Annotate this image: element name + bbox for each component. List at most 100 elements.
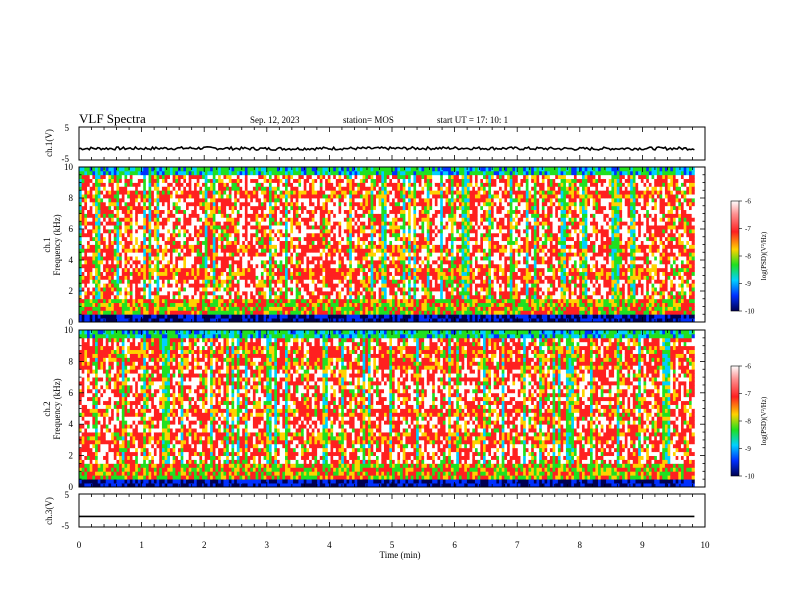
spectrogram-cell xyxy=(111,201,115,207)
spectrogram-cell xyxy=(127,302,131,307)
spectrogram-cell xyxy=(191,244,195,249)
spectrogram-cell xyxy=(260,283,265,288)
spectrogram-cell xyxy=(194,174,198,180)
spectrogram-cell xyxy=(268,318,273,323)
spectrogram-cell xyxy=(124,229,128,234)
spectrogram-cell xyxy=(84,178,88,183)
spectrogram-cell xyxy=(392,306,396,311)
spectrogram-cell xyxy=(290,279,294,284)
spectrogram-cell xyxy=(156,298,160,304)
spectrogram-cell xyxy=(263,310,267,315)
spectrogram-cell xyxy=(351,267,355,273)
spectrogram-cell xyxy=(215,279,219,284)
spectrogram-cell xyxy=(159,283,163,288)
spectrogram-cell xyxy=(207,182,211,187)
spectrogram-cell xyxy=(306,287,310,292)
spectrogram-cell xyxy=(87,217,91,222)
spectrogram-cell xyxy=(392,314,396,319)
spectrogram-cell xyxy=(103,186,107,191)
spectrogram-cell xyxy=(151,260,155,265)
spectrogram-cell xyxy=(402,225,406,230)
spectrogram-cell xyxy=(210,260,214,265)
spectrogram-cell xyxy=(263,174,267,180)
spectrogram-cell xyxy=(309,244,313,249)
spectrogram-cell xyxy=(346,244,350,249)
spectrogram-cell xyxy=(161,318,166,323)
spectrogram-cell xyxy=(92,170,96,176)
spectrogram-cell xyxy=(180,248,184,253)
spectrogram-cell xyxy=(175,236,179,242)
spectrogram-cell xyxy=(186,198,190,203)
spectrogram-cell xyxy=(84,240,88,245)
spectrogram-cell xyxy=(116,174,120,180)
spectrogram-cell xyxy=(188,205,192,211)
spectrogram-cell xyxy=(194,275,198,280)
spectrogram-cell xyxy=(389,318,393,323)
spectrogram-cell xyxy=(314,244,318,249)
spectrogram-cell xyxy=(351,213,355,218)
spectrogram-cell xyxy=(89,267,93,273)
spectrogram-cell xyxy=(322,221,326,226)
spectrogram-cell xyxy=(397,201,401,207)
spectrogram-cell xyxy=(145,213,149,218)
spectrogram-cell xyxy=(287,248,291,253)
spectrogram-cell xyxy=(223,318,227,323)
spectrogram-cell xyxy=(402,275,406,280)
spectrogram-cell xyxy=(317,209,321,214)
spectrogram-cell xyxy=(373,294,377,300)
spectrogram-cell xyxy=(220,190,224,195)
spectrogram-cell xyxy=(223,263,227,269)
spectrogram-cell xyxy=(394,186,398,191)
spectrogram-cell xyxy=(389,182,393,187)
spectrogram-cell xyxy=(100,318,104,323)
spectrogram-cell xyxy=(196,190,200,195)
spectrogram-cell xyxy=(394,248,398,253)
spectrogram-cell xyxy=(215,178,219,183)
spectrogram-cell xyxy=(105,306,109,311)
spectrogram-cell xyxy=(210,229,214,234)
spectrogram-cell xyxy=(204,294,208,300)
spectrogram-cell xyxy=(223,201,227,207)
spectrogram-cell xyxy=(137,302,141,307)
spectrogram-cell xyxy=(349,186,353,191)
spectrogram-cell xyxy=(359,174,363,180)
spectrogram-cell xyxy=(143,267,147,273)
spectrogram-cell xyxy=(293,306,297,311)
spectrogram-cell xyxy=(172,217,176,222)
spectrogram-cell xyxy=(285,236,289,242)
spectrogram-cell xyxy=(175,229,179,234)
spectrogram-cell xyxy=(279,170,283,176)
spectrogram-cell xyxy=(164,201,168,207)
spectrogram-cell xyxy=(303,167,307,172)
spectrogram-cell xyxy=(373,306,377,311)
spectrogram-cell xyxy=(319,182,323,187)
spectrogram-cell xyxy=(389,178,393,183)
spectrogram-cell xyxy=(367,225,372,230)
spectrogram-cell xyxy=(156,275,160,280)
spectrogram-cell xyxy=(113,194,117,199)
spectrogram-cell xyxy=(276,236,281,242)
spectrogram-cell xyxy=(250,252,254,257)
spectrogram-cell xyxy=(263,314,267,319)
spectrogram-cell xyxy=(228,244,232,249)
spectrogram-cell xyxy=(394,217,398,222)
spectrogram-cell xyxy=(375,178,380,183)
spectrogram-cell xyxy=(279,287,283,292)
spectrogram-cell xyxy=(239,205,243,211)
spectrogram-cell xyxy=(113,252,117,257)
spectrogram-cell xyxy=(255,213,259,218)
spectrogram-cell xyxy=(161,205,166,211)
spectrogram-cell xyxy=(255,167,259,172)
spectrogram-cell xyxy=(151,205,155,211)
spectrogram-cell xyxy=(400,232,404,238)
spectrogram-cell xyxy=(103,318,107,323)
spectrogram-cell xyxy=(290,306,294,311)
spectrogram-cell xyxy=(137,240,141,245)
spectrogram-cell xyxy=(250,221,254,226)
spectrogram-cell xyxy=(180,283,184,288)
spectrogram-cell xyxy=(223,310,227,315)
spectrogram-cell xyxy=(298,194,302,199)
spectrogram-cell xyxy=(180,310,184,315)
spectrogram-cell xyxy=(263,267,267,273)
spectrogram-cell xyxy=(79,213,83,218)
